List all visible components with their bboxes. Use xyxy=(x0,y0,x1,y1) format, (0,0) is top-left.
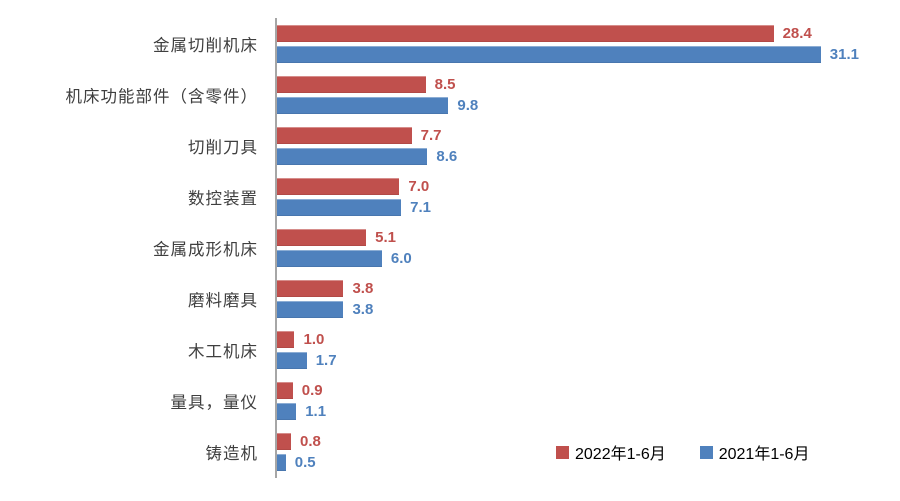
legend-label-2022: 2022年1-6月 xyxy=(575,446,666,463)
category-row: 木工机床 1.0 1.7 xyxy=(0,325,900,376)
value-label: 28.4 xyxy=(782,24,812,42)
bar-2021 xyxy=(277,454,286,472)
bar-line: 1.7 xyxy=(277,352,900,370)
category-bars: 0.9 1.1 xyxy=(277,382,900,421)
bar-line: 7.1 xyxy=(277,198,900,216)
value-label: 0.5 xyxy=(294,454,316,472)
value-label: 7.7 xyxy=(420,126,442,144)
bar-line: 0.8 xyxy=(277,433,900,451)
category-row: 数控装置 7.0 7.1 xyxy=(0,171,900,222)
bar-line: 28.4 xyxy=(277,24,900,42)
bar-line: 8.5 xyxy=(277,75,900,93)
value-label: 0.9 xyxy=(301,382,323,400)
bar-2022 xyxy=(277,24,774,42)
category-bars: 0.8 0.5 xyxy=(277,433,900,472)
category-bars: 28.4 31.1 xyxy=(277,24,900,63)
category-label: 磨料磨具 xyxy=(188,292,258,311)
category-bars: 7.7 8.6 xyxy=(277,126,900,165)
legend-marker-2021-icon xyxy=(699,445,713,459)
value-label: 1.0 xyxy=(303,331,325,349)
value-label: 7.0 xyxy=(408,177,430,195)
legend-marker-2022-icon xyxy=(556,445,569,459)
bar-line: 7.7 xyxy=(277,126,900,144)
bar-2022 xyxy=(277,177,400,195)
bar-2022 xyxy=(277,75,426,93)
value-label: 7.1 xyxy=(410,198,431,216)
value-label: 3.8 xyxy=(352,280,374,298)
bar-2022 xyxy=(277,382,293,400)
legend: 2022年1-6月 2021年1-6月 xyxy=(556,440,809,464)
bar-line: 31.1 xyxy=(277,45,900,63)
bar-2022 xyxy=(277,228,367,246)
category-bars: 8.5 9.8 xyxy=(277,75,900,114)
value-label: 9.8 xyxy=(457,96,479,114)
bar-2021 xyxy=(277,45,821,63)
bar-2022 xyxy=(277,433,291,451)
bar-2021 xyxy=(277,352,307,370)
bar-2021 xyxy=(277,301,344,319)
value-label: 1.7 xyxy=(315,352,337,370)
legend-item-2022: 2022年1-6月 xyxy=(556,440,666,464)
category-label: 金属成形机床 xyxy=(153,240,258,259)
bar-2021 xyxy=(277,198,402,216)
category-bars: 7.0 7.1 xyxy=(277,177,900,216)
y-axis-line xyxy=(275,18,277,478)
value-label: 8.6 xyxy=(436,147,458,165)
bar-2022 xyxy=(277,280,344,298)
bar-line: 5.1 xyxy=(277,228,900,246)
value-label: 8.5 xyxy=(434,75,456,93)
category-label: 切削刀具 xyxy=(188,138,258,157)
category-bars: 1.0 1.7 xyxy=(277,331,900,370)
legend-label-2021: 2021年1-6月 xyxy=(718,446,810,463)
bar-line: 0.5 xyxy=(277,454,900,472)
value-label: 0.8 xyxy=(299,433,321,451)
value-label: 6.0 xyxy=(390,249,412,267)
value-label: 5.1 xyxy=(375,228,397,246)
bar-line: 6.0 xyxy=(277,249,900,267)
value-label: 1.1 xyxy=(305,403,327,421)
category-row: 切削刀具 7.7 8.6 xyxy=(0,120,900,171)
bar-line: 0.9 xyxy=(277,382,900,400)
category-row: 金属切削机床 28.4 31.1 xyxy=(0,18,900,69)
category-label: 金属切削机床 xyxy=(153,36,258,55)
category-row: 铸造机 0.8 0.5 xyxy=(0,427,900,478)
category-bars: 5.1 6.0 xyxy=(277,228,900,267)
bar-2021 xyxy=(277,249,382,267)
category-label: 数控装置 xyxy=(188,189,258,208)
category-label: 量具，量仪 xyxy=(170,394,258,413)
category-row: 金属成形机床 5.1 6.0 xyxy=(0,222,900,273)
bar-line: 1.0 xyxy=(277,331,900,349)
bar-line: 1.1 xyxy=(277,403,900,421)
plot-rows: 金属切削机床 28.4 31.1 机床功能部件（含零件） 8.5 9.8 切削刀具 7.7 8.… xyxy=(0,18,900,478)
category-bars: 3.8 3.8 xyxy=(277,280,900,319)
bar-line: 8.6 xyxy=(277,147,900,165)
category-label: 铸造机 xyxy=(205,445,258,464)
category-row: 机床功能部件（含零件） 8.5 9.8 xyxy=(0,69,900,120)
bar-2022 xyxy=(277,126,412,144)
category-label: 机床功能部件（含零件） xyxy=(65,87,258,106)
bar-2021 xyxy=(277,403,297,421)
value-label: 3.8 xyxy=(352,301,374,319)
bar-line: 9.8 xyxy=(277,96,900,114)
bar-2021 xyxy=(277,147,428,165)
bar-line: 3.8 xyxy=(277,301,900,319)
value-label: 31.1 xyxy=(829,45,859,63)
category-row: 量具，量仪 0.9 1.1 xyxy=(0,376,900,427)
category-label: 木工机床 xyxy=(188,343,258,362)
bar-line: 3.8 xyxy=(277,280,900,298)
bar-line: 7.0 xyxy=(277,177,900,195)
category-row: 磨料磨具 3.8 3.8 xyxy=(0,274,900,325)
bar-2022 xyxy=(277,331,295,349)
legend-item-2021: 2021年1-6月 xyxy=(699,440,810,464)
bar-2021 xyxy=(277,96,449,114)
